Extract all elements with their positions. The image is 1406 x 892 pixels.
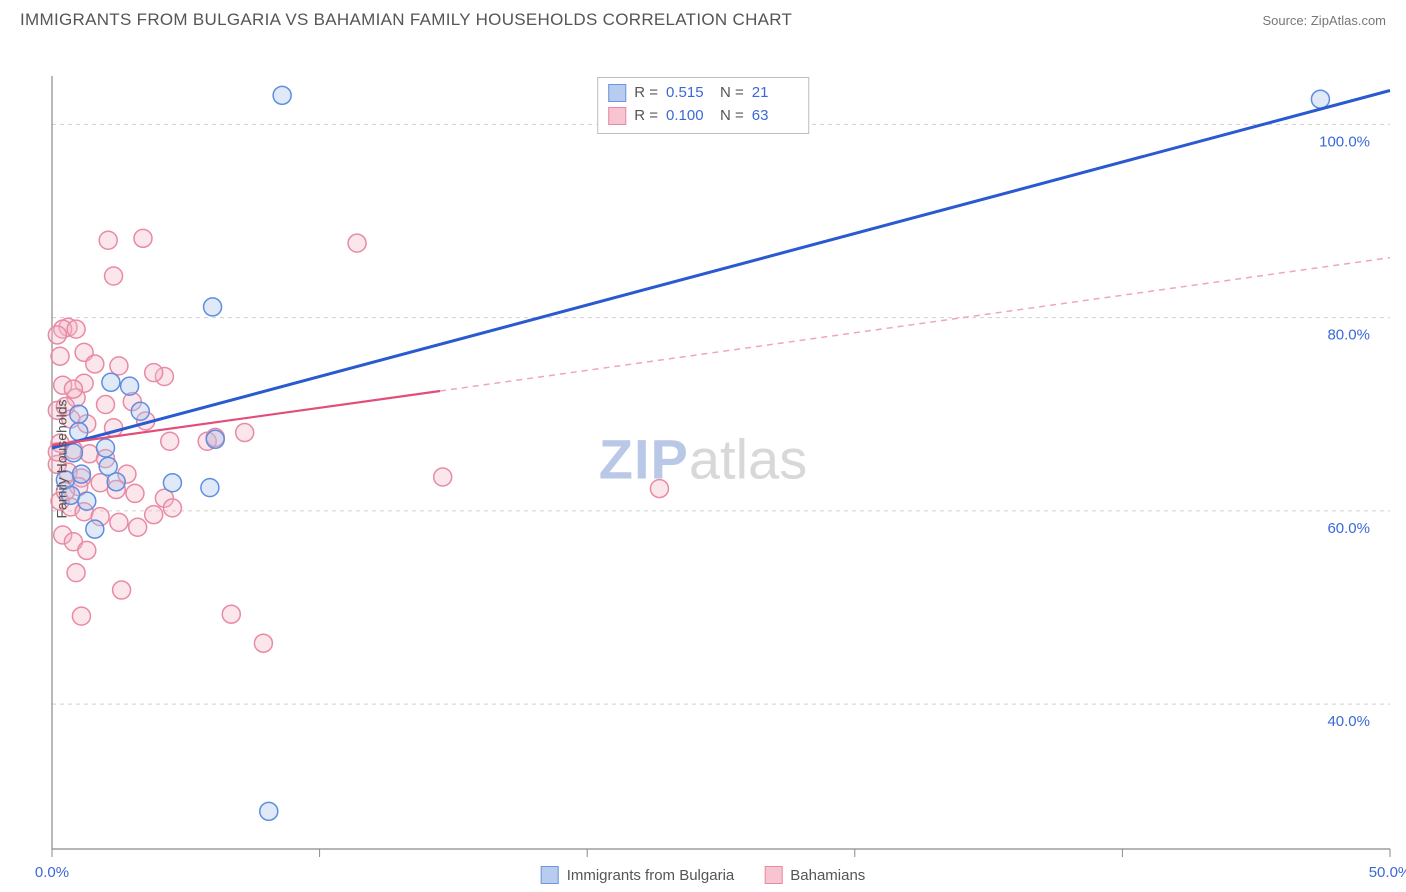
svg-text:40.0%: 40.0% bbox=[1327, 713, 1370, 730]
n-value-a: 21 bbox=[752, 82, 798, 105]
svg-text:100.0%: 100.0% bbox=[1319, 133, 1370, 150]
chart-title: IMMIGRANTS FROM BULGARIA VS BAHAMIAN FAM… bbox=[20, 10, 792, 30]
legend-swatch-a bbox=[541, 866, 559, 884]
stats-row-b: R = 0.100 N = 63 bbox=[608, 105, 798, 128]
n-label: N = bbox=[720, 105, 744, 128]
chart-area: Family Households 40.0% 60.0% 80.0% 100.0% 0… bbox=[0, 34, 1406, 884]
legend-label-a: Immigrants from Bulgaria bbox=[567, 867, 735, 884]
scatter-plot-svg: 40.0% 60.0% 80.0% 100.0% 0.0% 50.0% bbox=[0, 34, 1406, 884]
swatch-series-a bbox=[608, 84, 626, 102]
stats-row-a: R = 0.515 N = 21 bbox=[608, 82, 798, 105]
svg-text:80.0%: 80.0% bbox=[1327, 327, 1370, 344]
svg-text:60.0%: 60.0% bbox=[1327, 520, 1370, 537]
r-label: R = bbox=[634, 105, 658, 128]
r-value-b: 0.100 bbox=[666, 105, 712, 128]
r-value-a: 0.515 bbox=[666, 82, 712, 105]
legend-label-b: Bahamians bbox=[790, 867, 865, 884]
n-value-b: 63 bbox=[752, 105, 798, 128]
bottom-legend: Immigrants from Bulgaria Bahamians bbox=[541, 866, 866, 884]
legend-item-a: Immigrants from Bulgaria bbox=[541, 866, 735, 884]
r-label: R = bbox=[634, 82, 658, 105]
n-label: N = bbox=[720, 82, 744, 105]
yaxis-label: Family Households bbox=[54, 399, 70, 518]
source-label: Source: ZipAtlas.com bbox=[1262, 13, 1386, 28]
legend-swatch-b bbox=[764, 866, 782, 884]
svg-text:50.0%: 50.0% bbox=[1369, 864, 1406, 881]
svg-text:0.0%: 0.0% bbox=[35, 864, 69, 881]
swatch-series-b bbox=[608, 107, 626, 125]
legend-item-b: Bahamians bbox=[764, 866, 865, 884]
stats-box: R = 0.515 N = 21 R = 0.100 N = 63 bbox=[597, 77, 809, 134]
